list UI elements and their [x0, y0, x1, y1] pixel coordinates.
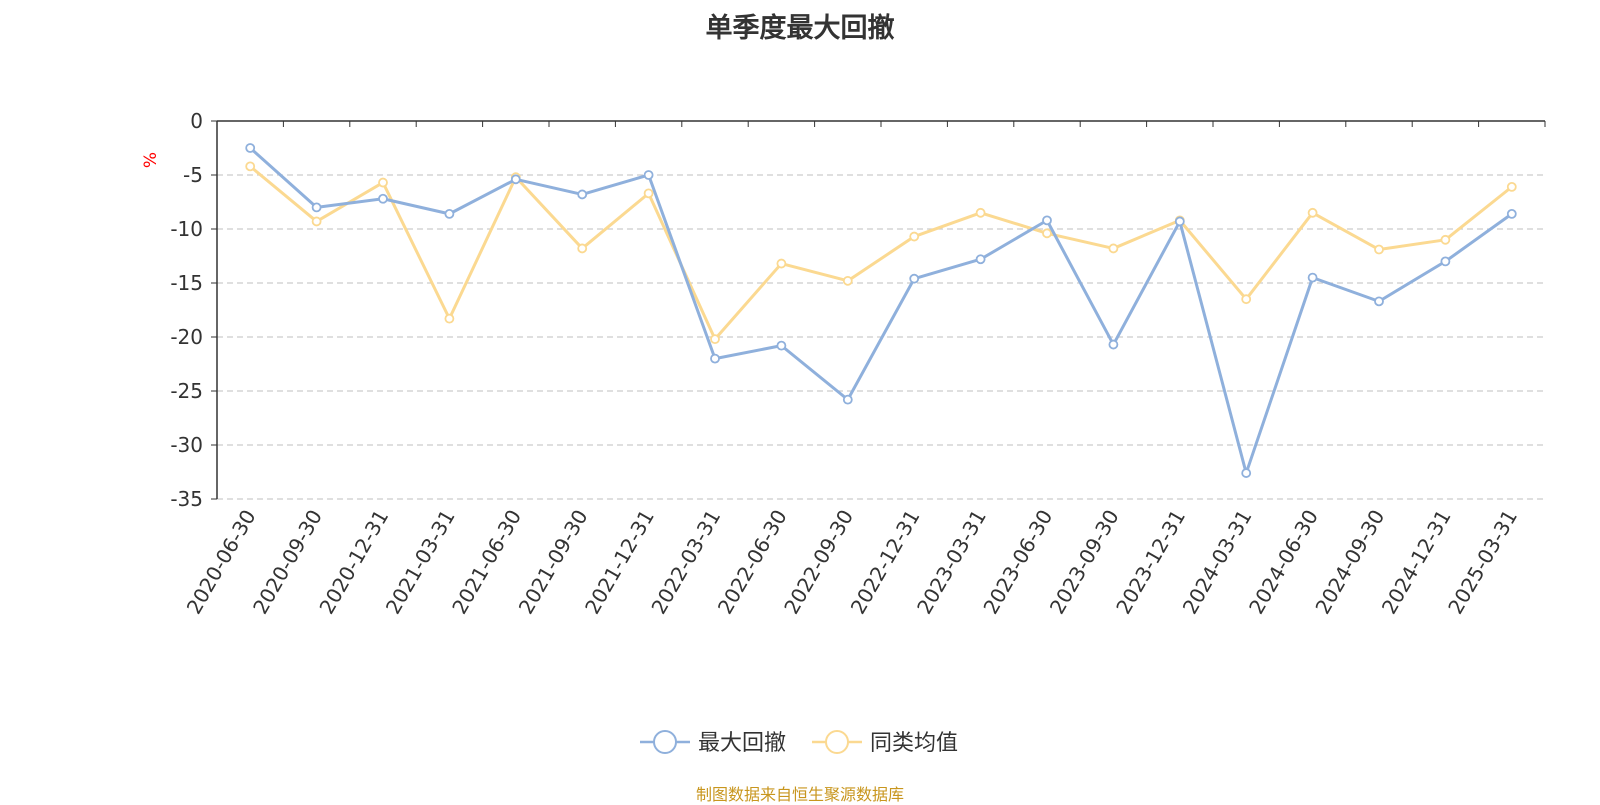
data-point — [577, 243, 588, 254]
axes — [216, 120, 1546, 499]
data-point — [1440, 234, 1451, 245]
x-tick-label: 2021-03-31 — [381, 506, 460, 619]
x-tick-label: 2025-03-31 — [1443, 506, 1522, 619]
y-axis-unit: % — [141, 152, 161, 168]
series-line — [249, 165, 1513, 341]
data-point — [245, 161, 256, 172]
data-point — [710, 353, 720, 364]
data-point — [909, 273, 920, 284]
x-tick-label: 2023-12-31 — [1111, 506, 1190, 619]
chart-title: 单季度最大回撤 — [705, 13, 895, 44]
y-tick-label: -15 — [170, 271, 203, 295]
data-point — [378, 177, 388, 188]
legend-marker[interactable] — [653, 730, 677, 754]
data-point — [444, 313, 455, 324]
x-tick-label: 2024-06-30 — [1244, 506, 1323, 619]
y-tick-label: -5 — [183, 163, 203, 187]
x-tick-label: 2022-06-30 — [713, 506, 792, 619]
data-point — [444, 208, 455, 219]
data-point — [1241, 468, 1252, 478]
data-point — [776, 258, 787, 269]
data-point — [510, 174, 521, 185]
data-point — [1506, 181, 1517, 192]
data-point — [975, 254, 986, 265]
data-point — [842, 275, 853, 286]
x-tick-label: 2020-09-30 — [248, 506, 327, 619]
x-tick-label: 2023-09-30 — [1045, 506, 1124, 619]
data-point — [1307, 272, 1318, 283]
data-point — [1241, 294, 1252, 305]
x-tick-label: 2024-03-31 — [1178, 506, 1257, 619]
data-point — [1042, 215, 1052, 226]
y-tick-label: -35 — [170, 487, 203, 511]
y-tick-label: -20 — [170, 325, 203, 349]
x-tick-label: 2023-06-30 — [978, 506, 1057, 619]
data-point — [710, 334, 720, 345]
data-point — [311, 216, 322, 227]
x-tick-label: 2024-09-30 — [1310, 506, 1389, 619]
x-tick-labels: 2020-06-302020-09-302020-12-312021-03-31… — [182, 505, 1523, 618]
data-point — [643, 188, 654, 199]
legend-label[interactable]: 同类均值 — [870, 731, 958, 756]
data-point — [1042, 228, 1052, 239]
data-point — [1108, 339, 1119, 350]
data-point — [975, 207, 986, 218]
data-point — [1440, 256, 1451, 267]
data-point — [1174, 216, 1185, 227]
data-point — [1374, 296, 1384, 307]
data-point — [1506, 208, 1517, 219]
data-point — [776, 340, 787, 351]
data-point — [1108, 243, 1119, 254]
series-line — [249, 146, 1513, 475]
data-point — [378, 193, 388, 204]
x-tick-label: 2024-12-31 — [1377, 506, 1456, 619]
x-tick-label: 2023-03-31 — [912, 506, 991, 619]
legend: 最大回撤 同类均值 — [640, 730, 958, 756]
x-tick-label: 2022-12-31 — [846, 505, 925, 618]
x-tick-label: 2020-12-31 — [314, 506, 393, 619]
x-tick-label: 2021-12-31 — [580, 506, 659, 619]
data-point — [311, 202, 322, 213]
x-tick-label: 2021-09-30 — [514, 506, 593, 619]
y-tick-label: -30 — [170, 433, 203, 457]
x-tick-label: 2021-06-30 — [447, 506, 526, 619]
data-point — [245, 143, 256, 153]
x-tick-label: 2022-09-30 — [779, 506, 858, 619]
data-point — [909, 231, 920, 242]
data-point — [842, 394, 853, 405]
y-tick-label: 0 — [190, 109, 203, 133]
y-tick-label: -25 — [170, 379, 203, 403]
data-point — [1307, 207, 1318, 218]
data-point — [1374, 244, 1384, 255]
y-tick-label: -10 — [170, 217, 203, 241]
series-layer — [245, 143, 1517, 478]
y-tick-labels: 0 -5 -10 -15 -20 -25 -30 -35 — [170, 109, 217, 511]
data-point — [643, 170, 654, 180]
data-point — [577, 189, 588, 200]
legend-marker[interactable] — [825, 730, 849, 754]
data-source-note: 制图数据来自恒生聚源数据库 — [695, 785, 904, 804]
x-tick-label: 2022-03-31 — [646, 506, 725, 619]
x-tick-label: 2020-06-30 — [182, 506, 261, 619]
legend-label[interactable]: 最大回撤 — [698, 731, 786, 756]
